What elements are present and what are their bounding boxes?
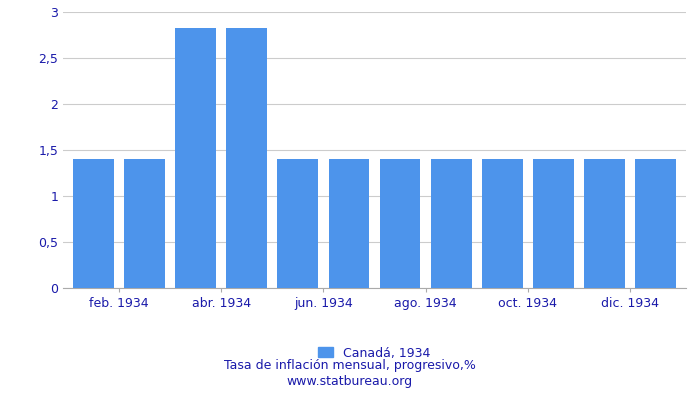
Legend: Canadá, 1934: Canadá, 1934 xyxy=(314,342,435,364)
Bar xyxy=(430,159,472,288)
Bar xyxy=(635,159,675,288)
Text: Tasa de inflación mensual, progresivo,%: Tasa de inflación mensual, progresivo,% xyxy=(224,360,476,372)
Bar xyxy=(226,28,267,288)
Bar xyxy=(125,159,165,288)
Bar xyxy=(482,159,523,288)
Bar xyxy=(379,159,421,288)
Bar xyxy=(277,159,318,288)
Text: www.statbureau.org: www.statbureau.org xyxy=(287,376,413,388)
Bar xyxy=(533,159,574,288)
Bar xyxy=(74,159,114,288)
Bar xyxy=(175,28,216,288)
Bar xyxy=(328,159,370,288)
Bar xyxy=(584,159,624,288)
